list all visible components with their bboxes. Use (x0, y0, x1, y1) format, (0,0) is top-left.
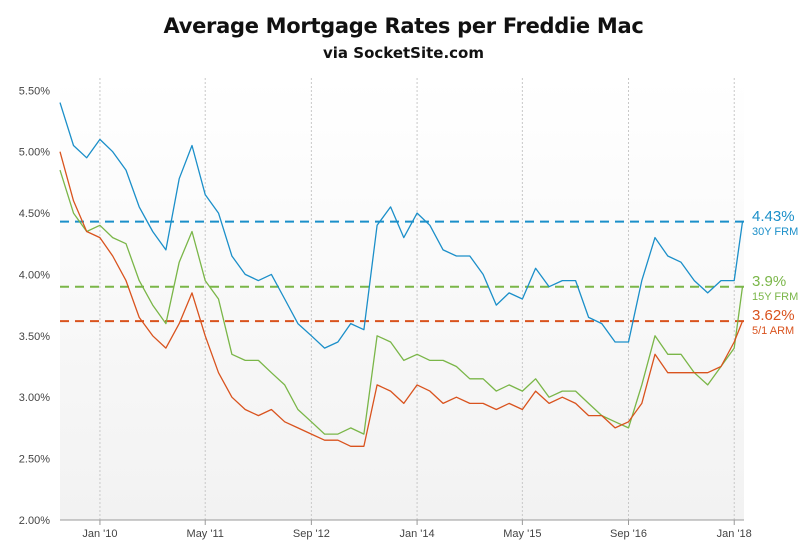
series-line-15y-frm (59, 169, 744, 435)
series-name-label: 15Y FRM (752, 290, 799, 303)
y-tick-label: 3.00% (19, 392, 50, 404)
x-tick-label: Jan '18 (717, 528, 752, 540)
x-tick-label: May '15 (503, 528, 541, 540)
annotation-15y-frm: 3.9% 15Y FRM (752, 273, 798, 303)
y-axis: 2.00% 2.50% 3.00% 3.50% 4.00% 4.50% 5.00% 5.50% (19, 85, 50, 527)
series-name-label: 30Y FRM (752, 225, 799, 238)
chart-title: Average Mortgage Rates per Freddie Mac (163, 14, 644, 38)
annotation-5-1-arm: 3.62% 5/1 ARM (752, 307, 795, 337)
y-tick-label: 2.50% (19, 454, 50, 466)
vertical-gridlines (99, 78, 735, 520)
chart-subtitle: via SocketSite.com (323, 44, 484, 62)
y-tick-label: 4.50% (19, 208, 50, 220)
latest-value-label: 3.9% (752, 272, 787, 290)
x-tick-label: Sep '12 (293, 528, 330, 540)
x-tick-label: Jan '10 (82, 528, 117, 540)
latest-value-label: 4.43% (752, 207, 795, 225)
plot-background (60, 78, 744, 520)
series-lines (59, 102, 744, 447)
latest-value-label: 3.62% (752, 307, 795, 325)
series-line-30y-frm (59, 102, 744, 349)
y-tick-label: 5.00% (19, 147, 50, 159)
series-line-5-1-arm (59, 151, 744, 447)
x-tick-label: Jan '14 (400, 528, 435, 540)
y-tick-label: 3.50% (19, 331, 50, 343)
y-tick-label: 5.50% (19, 85, 50, 97)
y-tick-label: 4.00% (19, 269, 50, 281)
y-tick-label: 2.00% (19, 515, 50, 527)
x-tick-label: May '11 (187, 528, 224, 540)
x-axis: Jan '10 May '11 Sep '12 Jan '14 May '15 Sep '… (60, 519, 752, 540)
x-tick-label: Sep '16 (610, 528, 647, 540)
annotation-30y-frm: 4.43% 30Y FRM (752, 208, 798, 238)
series-name-label: 5/1 ARM (752, 325, 795, 338)
